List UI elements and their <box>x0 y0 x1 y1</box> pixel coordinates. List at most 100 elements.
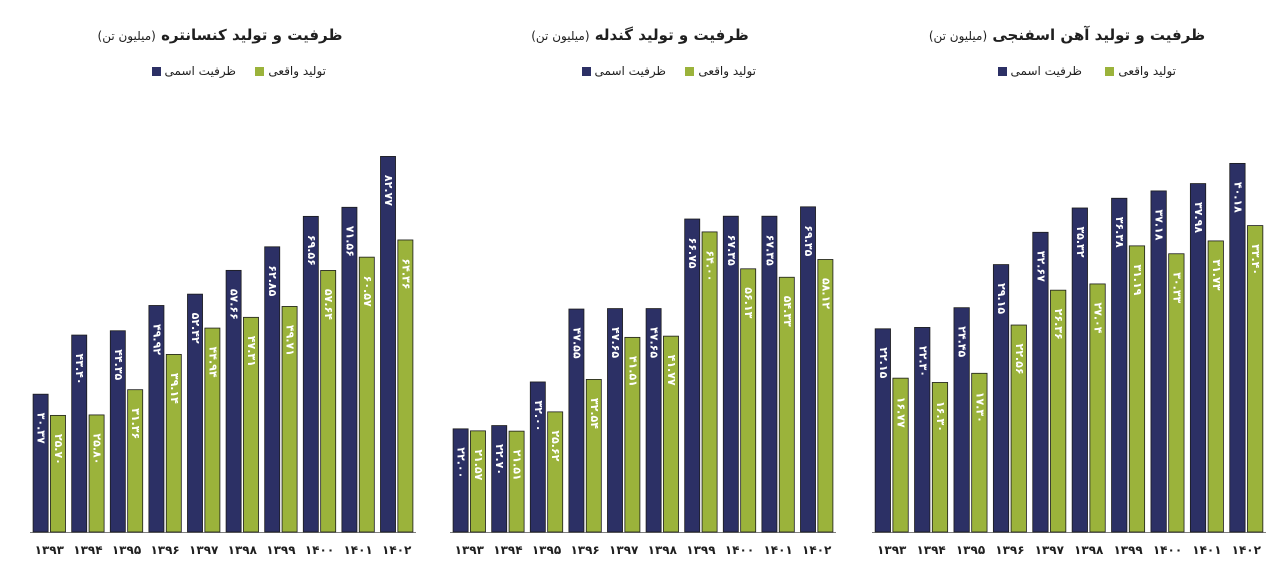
capacity-data-label-8: ۳۷.۹۸ <box>1192 202 1205 233</box>
production-bar-5 <box>243 316 259 533</box>
production-bar-2 <box>547 411 564 533</box>
production-bar-2 <box>971 372 988 533</box>
capacity-bar-9 <box>380 156 396 533</box>
capacity-data-label-1: ۲۲.۷۰ <box>493 444 506 475</box>
capacity-data-label-9: ۸۲.۷۷ <box>382 175 395 206</box>
capacity-data-label-8: ۷۱.۵۶ <box>343 226 356 257</box>
production-data-label-8: ۳۱.۷۳ <box>1210 259 1223 290</box>
capacity-bar-5 <box>225 269 242 533</box>
capacity-data-label-6: ۶۲.۸۵ <box>266 265 279 296</box>
capacity-bar-2 <box>529 381 546 533</box>
legend-label-production: تولید واقعی <box>268 64 326 78</box>
x-tick-label-5: ۱۳۹۸ <box>1074 543 1104 557</box>
capacity-bar-4 <box>1032 231 1049 533</box>
x-tick-label-8: ۱۴۰۱ <box>1192 543 1221 557</box>
capacity-bar-6 <box>264 246 281 533</box>
capacity-bar-0 <box>452 428 469 533</box>
production-bar-2 <box>127 389 144 533</box>
capacity-data-label-3: ۴۹.۹۲ <box>150 324 163 355</box>
production-data-label-7: ۳۰.۳۳ <box>1170 272 1183 303</box>
capacity-data-label-5: ۳۵.۳۲ <box>1074 226 1087 257</box>
capacity-data-label-1: ۴۳.۴۰ <box>73 354 86 385</box>
capacity-data-label-7: ۶۹.۵۶ <box>305 235 318 266</box>
production-bar-8 <box>778 276 795 533</box>
production-bar-1 <box>508 430 525 533</box>
x-tick-label-9: ۱۴۰۲ <box>382 543 412 557</box>
chart-unit: (میلیون تن) <box>97 29 156 43</box>
concentrate-chart: ظرفیت و تولید کنسانتره (میلیون تن) ظرفیت… <box>20 0 420 567</box>
capacity-bar-6 <box>1111 197 1128 533</box>
production-data-label-0: ۲۵.۷۰ <box>52 434 65 465</box>
capacity-data-label-1: ۲۲.۳۰ <box>916 346 929 377</box>
capacity-data-label-0: ۲۲.۰۰ <box>455 447 468 478</box>
legend-item-capacity: ظرفیت اسمی <box>151 64 236 78</box>
legend-swatch-capacity <box>581 66 591 76</box>
legend-item-capacity: ظرفیت اسمی <box>997 64 1082 78</box>
x-tick-label-2: ۱۳۹۵ <box>532 543 561 557</box>
chart-title: ظرفیت و تولید کنسانتره (میلیون تن) <box>20 26 420 44</box>
production-data-label-6: ۳۱.۱۹ <box>1131 264 1144 295</box>
production-data-label-1: ۲۱.۵۱ <box>511 450 524 481</box>
production-data-label-7: ۵۷.۶۴ <box>322 289 335 320</box>
capacity-data-label-2: ۴۴.۳۵ <box>112 349 125 380</box>
capacity-data-label-9: ۴۰.۱۸ <box>1231 182 1244 213</box>
legend-item-production: تولید واقعی <box>255 64 326 78</box>
sponge-iron-chart: ظرفیت و تولید آهن اسفنجی (میلیون تن) ظرف… <box>862 0 1272 567</box>
production-data-label-0: ۲۱.۵۷ <box>472 449 485 480</box>
legend-swatch-production <box>1105 66 1115 76</box>
capacity-bar-8 <box>761 215 778 533</box>
production-bar-0 <box>470 430 486 533</box>
production-bar-5 <box>663 335 679 533</box>
capacity-bar-1 <box>71 334 88 533</box>
capacity-bar-1 <box>914 327 931 533</box>
capacity-bar-7 <box>1150 190 1167 533</box>
legend-swatch-capacity <box>997 66 1007 76</box>
chart-unit: (میلیون تن) <box>531 29 590 43</box>
production-data-label-9: ۵۸.۱۲ <box>819 278 832 309</box>
capacity-bar-3 <box>568 308 585 533</box>
capacity-bar-0 <box>32 393 49 533</box>
production-data-label-5: ۲۷.۰۴ <box>1092 302 1105 333</box>
production-data-label-9: ۶۴.۳۶ <box>399 258 412 289</box>
production-bar-6 <box>1128 245 1146 533</box>
capacity-data-label-9: ۶۹.۳۵ <box>802 225 815 256</box>
production-data-label-4: ۴۴.۹۴ <box>206 347 219 378</box>
production-data-label-2: ۳۱.۳۶ <box>129 408 142 439</box>
legend-swatch-production <box>685 66 695 76</box>
x-tick-label-0: ۱۳۹۳ <box>455 543 485 557</box>
x-tick-label-1: ۱۳۹۴ <box>73 543 102 557</box>
production-data-label-1: ۲۵.۸۰ <box>91 433 104 464</box>
production-bar-8 <box>358 256 375 533</box>
production-bar-4 <box>1050 289 1067 533</box>
x-tick-label-6: ۱۳۹۹ <box>1113 543 1143 557</box>
x-tick-label-6: ۱۳۹۹ <box>266 543 296 557</box>
production-bar-4 <box>624 336 641 533</box>
production-bar-0 <box>892 377 909 533</box>
x-tick-label-8: ۱۴۰۱ <box>343 543 372 557</box>
capacity-bar-7 <box>302 215 319 533</box>
legend-item-capacity: ظرفیت اسمی <box>581 64 666 78</box>
production-data-label-3: ۳۲.۵۴ <box>588 398 601 429</box>
legend-swatch-production <box>255 66 265 76</box>
legend-label-capacity: ظرفیت اسمی <box>164 64 236 78</box>
chart-title-text: ظرفیت و تولید کنسانتره <box>161 26 343 44</box>
production-bar-9 <box>817 259 834 533</box>
production-bar-7 <box>1168 253 1185 533</box>
capacity-data-label-4: ۳۲.۶۷ <box>1034 251 1047 282</box>
production-data-label-8: ۶۰.۵۷ <box>361 276 374 307</box>
production-data-label-2: ۲۵.۶۲ <box>549 430 562 461</box>
production-bar-1 <box>88 414 105 533</box>
capacity-bar-5 <box>1071 207 1088 533</box>
capacity-bar-4 <box>607 308 623 533</box>
production-bar-7 <box>740 268 757 533</box>
capacity-bar-0 <box>874 328 891 533</box>
x-tick-label-1: ۱۳۹۴ <box>493 543 522 557</box>
capacity-bar-9 <box>1229 162 1246 533</box>
capacity-data-label-4: ۵۲.۴۲ <box>189 313 202 344</box>
legend-label-production: تولید واقعی <box>698 64 756 78</box>
legend-item-production: تولید واقعی <box>1105 64 1176 78</box>
x-tick-label-9: ۱۴۰۲ <box>802 543 832 557</box>
x-tick-label-3: ۱۳۹۶ <box>995 543 1024 557</box>
production-data-label-2: ۱۷.۳۰ <box>973 392 986 423</box>
production-bar-6 <box>281 306 298 533</box>
